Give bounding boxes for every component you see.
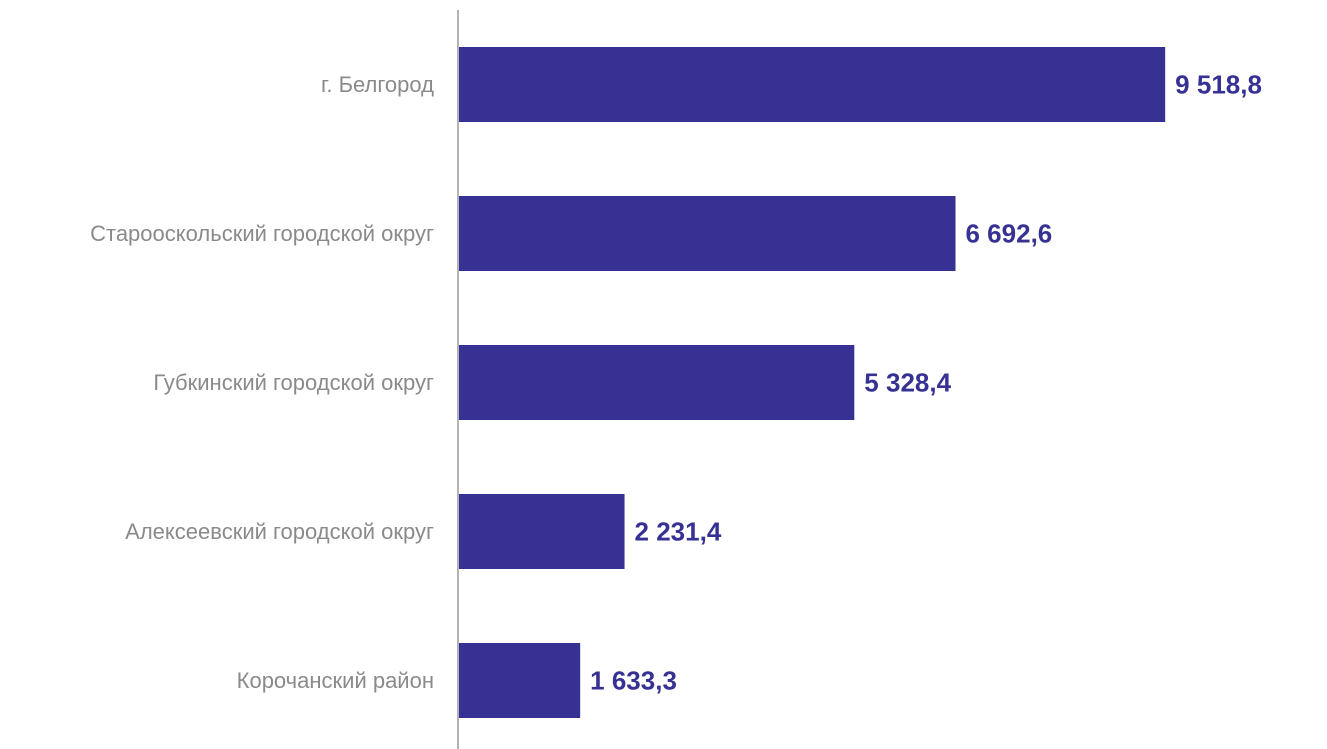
category-label: Губкинский городской округ <box>153 370 434 395</box>
bar <box>459 345 855 420</box>
value-label: 2 231,4 <box>635 517 722 547</box>
value-label: 6 692,6 <box>966 219 1053 249</box>
bars-layer <box>459 47 1166 718</box>
bar <box>459 196 956 271</box>
value-label: 5 328,4 <box>864 368 951 398</box>
category-label: Корочанский район <box>237 668 434 693</box>
value-label: 9 518,8 <box>1175 70 1262 100</box>
bar <box>459 494 625 569</box>
bar <box>459 47 1166 122</box>
category-label: Старооскольский городской округ <box>90 221 434 246</box>
category-label: Алексеевский городской округ <box>125 519 434 544</box>
bar <box>459 643 581 718</box>
labels-layer: г. Белгород 9 518,8 Старооскольский городс… <box>90 70 1262 696</box>
value-label: 1 633,3 <box>590 666 677 696</box>
category-label: г. Белгород <box>321 72 434 97</box>
